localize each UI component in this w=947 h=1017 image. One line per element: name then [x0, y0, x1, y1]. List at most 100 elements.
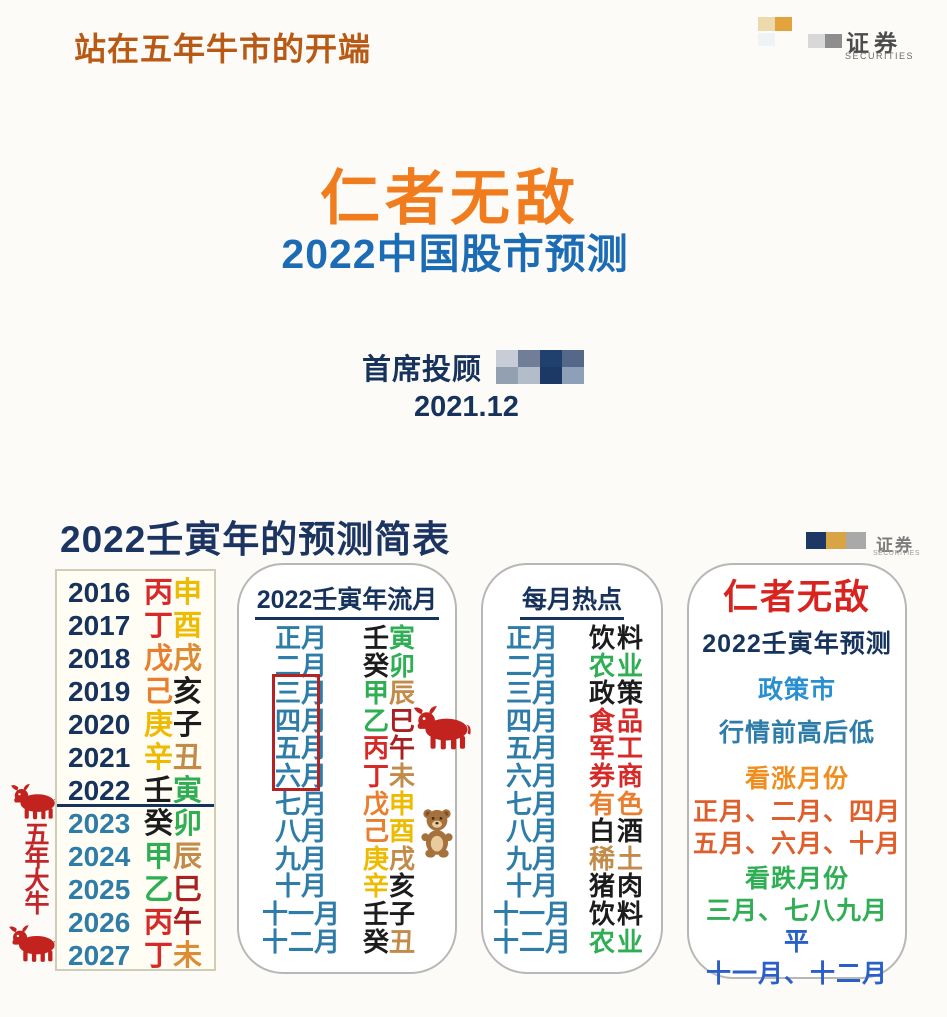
- stem-char: 丙: [144, 577, 174, 609]
- monthly-flow-panel: 2022壬寅年流月 正月壬寅 二月癸卯 三月甲辰 四月乙巳 五月丙午 六月丁未 …: [237, 563, 457, 974]
- month-label: 九月: [505, 843, 558, 874]
- sector-label: 券商: [589, 760, 646, 791]
- stem-char: 丁: [363, 760, 390, 791]
- branch-char: 未: [173, 940, 203, 972]
- year-label: 2019: [68, 676, 131, 707]
- flow-row: 十一月壬子: [239, 898, 455, 929]
- forecast-line: 2022壬寅年预测: [689, 630, 905, 660]
- forecast-line: 正月、二月、四月: [689, 798, 905, 828]
- years-rows: 2016 丙申 2017 丁酉 2018 戊戌 2019 己亥 2020 庚子 2021 辛…: [57, 576, 214, 972]
- hotspot-row: 三月 政策: [483, 680, 661, 708]
- month-label: 七月: [505, 788, 558, 819]
- month-label: 十一月: [492, 898, 571, 929]
- branch-char: 酉: [173, 610, 203, 642]
- branch-char: 酉: [389, 816, 416, 847]
- advisor-block: 首席投顾 2021.12: [362, 346, 612, 424]
- sector-label: 军工: [589, 733, 646, 764]
- year-label: 2025: [68, 874, 131, 905]
- year-row: 2027 丁未: [57, 939, 214, 972]
- stem-char: 壬: [144, 775, 174, 807]
- month-label: 十二月: [492, 926, 571, 957]
- forecast-text: 2022壬寅年预测: [702, 630, 892, 659]
- publish-date: 2021.12: [414, 391, 519, 423]
- year-label: 2022: [68, 775, 131, 806]
- stem-char: 戊: [144, 643, 174, 675]
- monthly-flow-title: 2022壬寅年流月: [254, 580, 440, 620]
- branch-char: 巳: [389, 705, 416, 736]
- logo-mark-icon: [758, 33, 775, 46]
- forecast-line: 五月、六月、十月: [689, 830, 905, 860]
- forecast-line: 平: [689, 928, 905, 958]
- stem-char: 壬: [363, 623, 390, 653]
- sector-label: 稀土: [589, 843, 646, 874]
- flow-row: 三月甲辰: [239, 680, 455, 708]
- advisor-label: 首席投顾: [362, 354, 483, 386]
- branch-char: 申: [173, 577, 203, 609]
- section-heading: 2022壬寅年的预测简表: [60, 519, 451, 560]
- year-label: 2023: [68, 808, 131, 839]
- month-label: 七月: [274, 788, 327, 819]
- month-label: 正月: [274, 623, 327, 653]
- stem-char: 癸: [363, 926, 390, 957]
- stem-char: 丁: [144, 940, 174, 972]
- branch-char: 寅: [173, 775, 203, 807]
- year-row: 2023 癸卯: [57, 807, 214, 840]
- branch-char: 子: [173, 709, 203, 741]
- stem-char: 甲: [363, 678, 390, 709]
- forecast-text: 政策市: [757, 675, 836, 704]
- forecast-text: 十一月、十二月: [705, 959, 888, 988]
- hotspot-row: 四月 食品: [483, 707, 661, 736]
- branch-char: 子: [389, 898, 416, 929]
- stem-char: 乙: [363, 705, 390, 736]
- logo-mark-icon: [826, 532, 846, 549]
- forecast-text: 三月、七八九月: [705, 896, 888, 925]
- forecast-line: 十一月、十二月: [689, 960, 905, 990]
- highlight-rectangle: [272, 674, 320, 791]
- branch-char: 卯: [173, 808, 203, 840]
- stem-char: 庚: [144, 709, 174, 741]
- logo-mark-icon: [775, 17, 792, 31]
- brand-logo: 证券 SECURITIES: [756, 14, 926, 64]
- branch-char: 午: [389, 733, 416, 764]
- hotspot-row: 十月 猪肉: [483, 873, 661, 901]
- forecast-line: 行情前高后低: [689, 719, 905, 749]
- hotspots-panel: 每月热点 正月 饮料 二月 农业 三月 政策 四月 食品 五月 军工 六月 券商 七月 有色: [481, 563, 663, 974]
- month-label: 六月: [505, 760, 558, 791]
- year-label: 2027: [68, 940, 131, 971]
- brand-logo-small: 证券 SECURITIES: [806, 531, 936, 561]
- hotspot-row: 十一月 饮料: [483, 898, 661, 929]
- branch-char: 卯: [389, 650, 416, 681]
- year-row: 2017 丁酉: [57, 609, 214, 642]
- forecast-line: 政策市: [689, 676, 905, 706]
- month-label: 十一月: [261, 898, 340, 929]
- forecast-text: 看跌月份: [744, 865, 849, 894]
- slogan-text: 站在五年牛市的开端: [74, 31, 372, 67]
- year-row: 2021 辛丑: [57, 741, 214, 774]
- branch-char: 亥: [389, 871, 416, 902]
- hotspot-row: 五月 军工: [483, 735, 661, 763]
- branch-char: 戌: [173, 643, 203, 675]
- stem-char: 丙: [363, 733, 390, 764]
- hotspot-rows: 正月 饮料 二月 农业 三月 政策 四月 食品 五月 军工 六月 券商 七月 有色 八月 白酒 …: [483, 624, 661, 957]
- branch-char: 辰: [389, 678, 416, 709]
- forecast-text: 五月、六月、十月: [692, 829, 901, 858]
- stem-char: 庚: [363, 843, 390, 874]
- hotspot-row: 八月 白酒: [483, 818, 661, 846]
- year-row: 2019 己亥: [57, 675, 214, 708]
- redacted-name-mosaic: [496, 350, 585, 384]
- month-label: 十月: [505, 871, 558, 902]
- stem-char: 辛: [363, 871, 390, 902]
- page-subtitle: 2022中国股市预测: [281, 231, 629, 277]
- red-bull-icon: [11, 783, 58, 820]
- hotspots-title: 每月热点: [519, 580, 624, 620]
- year-row: 2026 丙午: [57, 906, 214, 939]
- month-label: 八月: [505, 816, 558, 847]
- branch-char: 申: [389, 788, 416, 819]
- years-table: 2016 丙申 2017 丁酉 2018 戊戌 2019 己亥 2020 庚子 2021 辛…: [55, 569, 216, 972]
- forecast-text: 平: [783, 928, 810, 957]
- branch-char: 丑: [173, 742, 203, 774]
- branch-char: 未: [389, 760, 416, 791]
- branch-char: 戌: [389, 843, 416, 874]
- forecast-panel: 仁者无敌 2022壬寅年预测 政策市 行情前高后低 看涨月份 正月、二月、四月 …: [687, 563, 907, 988]
- sector-label: 有色: [589, 788, 646, 819]
